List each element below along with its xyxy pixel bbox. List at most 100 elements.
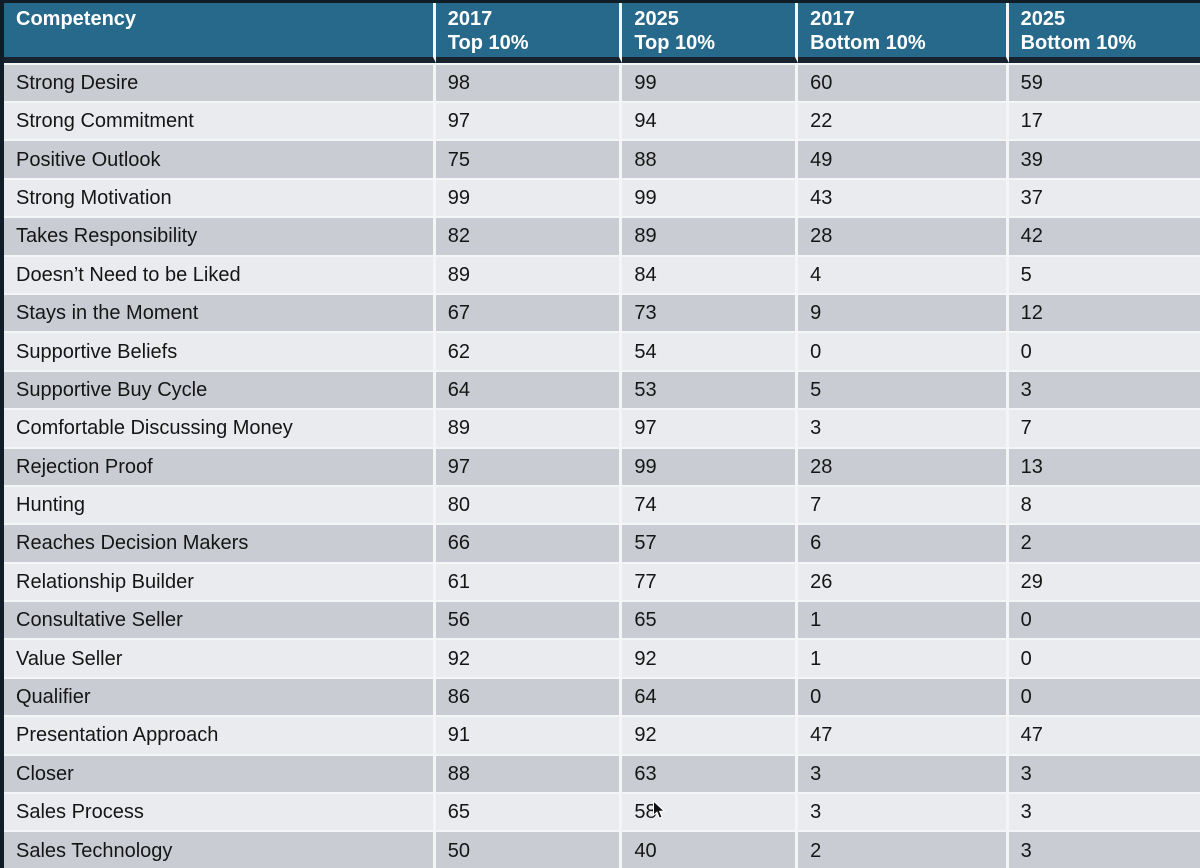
value-cell: 73 — [622, 294, 799, 334]
competency-cell: Takes Responsibility — [4, 218, 436, 257]
table-row: Strong Commitment 97 94 22 17 — [4, 103, 1200, 142]
value-cell: 89 — [622, 218, 799, 257]
value-cell: 0 — [1008, 678, 1200, 718]
value-cell: 7 — [798, 486, 1009, 526]
value-cell: 7 — [1008, 410, 1200, 449]
competency-cell: Relationship Builder — [4, 563, 436, 603]
table-row: Doesn’t Need to be Liked 89 84 4 5 — [4, 256, 1200, 295]
header-cell-2025-bottom: 2025 Bottom 10% — [1008, 3, 1200, 63]
header-label: Competency — [16, 8, 137, 30]
table-row: Strong Motivation 99 99 43 37 — [4, 179, 1200, 219]
table-row: Sales Process 65 58 3 3 — [4, 794, 1200, 833]
value-cell: 92 — [622, 717, 799, 756]
value-cell: 43 — [798, 179, 1009, 219]
competency-cell: Qualifier — [4, 678, 436, 718]
value-cell: 3 — [798, 410, 1009, 449]
value-cell: 3 — [1008, 755, 1200, 795]
value-cell: 1 — [798, 602, 1009, 641]
header-label-line2: Top 10% — [447, 32, 529, 54]
header-cell-competency: Competency — [4, 3, 436, 63]
value-cell: 92 — [622, 640, 799, 679]
competency-cell: Strong Commitment — [4, 103, 436, 142]
header-row: Competency 2017 Top 10% 2025 Top 10% 201… — [4, 3, 1200, 63]
value-cell: 2 — [1008, 525, 1200, 564]
value-cell: 3 — [1008, 371, 1200, 411]
value-cell: 29 — [1008, 563, 1200, 603]
competency-cell: Sales Technology — [4, 832, 436, 868]
value-cell: 12 — [1008, 294, 1200, 334]
competency-cell: Value Seller — [4, 640, 436, 679]
value-cell: 88 — [435, 755, 623, 795]
table-row: Hunting 80 74 7 8 — [4, 486, 1200, 526]
competency-cell: Supportive Buy Cycle — [4, 371, 436, 411]
table-row: Presentation Approach 91 92 47 47 — [4, 717, 1200, 756]
table-row: Qualifier 86 64 0 0 — [4, 678, 1200, 718]
table-row: Supportive Beliefs 62 54 0 0 — [4, 333, 1200, 372]
competency-cell: Consultative Seller — [4, 602, 436, 641]
value-cell: 89 — [435, 410, 623, 449]
value-cell: 6 — [798, 525, 1009, 564]
competency-cell: Hunting — [4, 486, 436, 526]
value-cell: 3 — [798, 794, 1009, 833]
value-cell: 94 — [622, 103, 799, 142]
value-cell: 3 — [1008, 794, 1200, 833]
table-row: Value Seller 92 92 1 0 — [4, 640, 1200, 679]
value-cell: 5 — [798, 371, 1009, 411]
table-header: Competency 2017 Top 10% 2025 Top 10% 201… — [4, 3, 1200, 63]
table-row: Closer 88 63 3 3 — [4, 755, 1200, 795]
table-row: Relationship Builder 61 77 26 29 — [4, 563, 1200, 603]
value-cell: 22 — [798, 103, 1009, 142]
value-cell: 49 — [798, 141, 1009, 180]
header-label: 2017 — [447, 8, 493, 30]
competency-cell: Strong Desire — [4, 63, 436, 103]
value-cell: 67 — [435, 294, 623, 334]
value-cell: 82 — [435, 218, 623, 257]
competency-cell: Stays in the Moment — [4, 294, 436, 334]
value-cell: 56 — [435, 602, 623, 641]
competency-cell: Closer — [4, 755, 436, 795]
value-cell: 53 — [622, 371, 799, 411]
competency-cell: Doesn’t Need to be Liked — [4, 256, 436, 295]
value-cell: 89 — [435, 256, 623, 295]
value-cell: 58 — [622, 794, 799, 833]
competency-cell: Rejection Proof — [4, 448, 436, 487]
value-cell: 77 — [622, 563, 799, 603]
value-cell: 54 — [622, 333, 799, 372]
value-cell: 65 — [622, 602, 799, 641]
header-label-line2: Bottom 10% — [810, 32, 926, 54]
value-cell: 74 — [622, 486, 799, 526]
value-cell: 64 — [622, 678, 799, 718]
value-cell: 42 — [1008, 218, 1200, 257]
value-cell: 5 — [1008, 256, 1200, 295]
value-cell: 99 — [622, 179, 799, 219]
value-cell: 65 — [435, 794, 623, 833]
header-cell-2017-top: 2017 Top 10% — [435, 3, 623, 63]
value-cell: 75 — [435, 141, 623, 180]
table-row: Reaches Decision Makers 66 57 6 2 — [4, 525, 1200, 564]
value-cell: 39 — [1008, 141, 1200, 180]
value-cell: 64 — [435, 371, 623, 411]
competency-cell: Reaches Decision Makers — [4, 525, 436, 564]
value-cell: 3 — [1008, 832, 1200, 868]
value-cell: 60 — [798, 63, 1009, 103]
table-row: Positive Outlook 75 88 49 39 — [4, 141, 1200, 180]
table-row: Sales Technology 50 40 2 3 — [4, 832, 1200, 868]
header-cell-2025-top: 2025 Top 10% — [622, 3, 799, 63]
competency-cell: Presentation Approach — [4, 717, 436, 756]
value-cell: 0 — [798, 333, 1009, 372]
value-cell: 9 — [798, 294, 1009, 334]
value-cell: 98 — [435, 63, 623, 103]
value-cell: 97 — [435, 103, 623, 142]
table-row: Takes Responsibility 82 89 28 42 — [4, 218, 1200, 257]
header-label-line2: Bottom 10% — [1020, 32, 1137, 54]
value-cell: 91 — [435, 717, 623, 756]
value-cell: 63 — [622, 755, 799, 795]
value-cell: 4 — [798, 256, 1009, 295]
value-cell: 47 — [798, 717, 1009, 756]
table-row: Comfortable Discussing Money 89 97 3 7 — [4, 410, 1200, 449]
value-cell: 37 — [1008, 179, 1200, 219]
table-row: Strong Desire 98 99 60 59 — [4, 63, 1200, 103]
table-row: Rejection Proof 97 99 28 13 — [4, 448, 1200, 487]
value-cell: 86 — [435, 678, 623, 718]
value-cell: 0 — [1008, 640, 1200, 679]
